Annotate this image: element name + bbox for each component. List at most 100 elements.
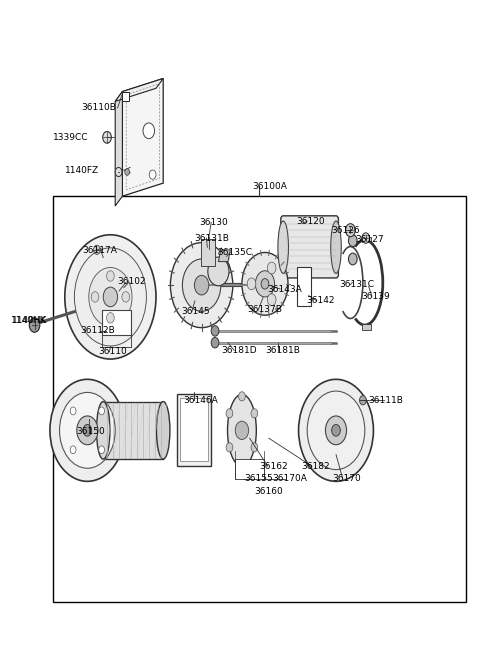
Text: 36131B: 36131B [194, 233, 229, 243]
Circle shape [99, 446, 105, 454]
Ellipse shape [228, 394, 256, 466]
Circle shape [103, 131, 111, 143]
Circle shape [74, 248, 146, 346]
Text: 36120: 36120 [297, 216, 325, 226]
Circle shape [362, 233, 370, 243]
Text: 36135C: 36135C [217, 248, 252, 257]
Circle shape [65, 235, 156, 359]
Circle shape [208, 257, 229, 286]
Circle shape [251, 443, 258, 452]
Circle shape [143, 123, 155, 139]
Circle shape [122, 292, 130, 302]
Circle shape [107, 271, 114, 281]
Text: 36111B: 36111B [369, 396, 404, 405]
Circle shape [307, 391, 365, 470]
Text: 36145: 36145 [181, 307, 210, 316]
Bar [177, 394, 211, 466]
Circle shape [267, 262, 276, 274]
Text: 1140HK: 1140HK [12, 316, 48, 325]
Text: 36162: 36162 [259, 462, 288, 471]
Ellipse shape [96, 402, 110, 459]
Text: 36117A: 36117A [83, 246, 118, 255]
Circle shape [83, 424, 92, 436]
Text: 36126: 36126 [331, 226, 360, 235]
Circle shape [239, 460, 245, 469]
Circle shape [29, 318, 40, 332]
Text: 36137B: 36137B [247, 305, 282, 315]
Circle shape [99, 407, 105, 415]
Text: 36110: 36110 [98, 347, 127, 356]
Circle shape [239, 392, 245, 401]
Bar [201, 239, 215, 266]
Circle shape [267, 294, 276, 305]
Ellipse shape [278, 221, 288, 273]
Text: 36181D: 36181D [221, 346, 256, 355]
Text: 36110B: 36110B [82, 103, 117, 112]
Bar [235, 459, 264, 479]
Text: 36102: 36102 [118, 277, 146, 286]
Circle shape [346, 224, 355, 237]
Bar [297, 267, 311, 306]
Circle shape [70, 407, 76, 415]
Circle shape [89, 267, 132, 326]
Circle shape [325, 416, 347, 445]
Circle shape [115, 167, 122, 177]
Text: 36131C: 36131C [339, 280, 374, 289]
Bar [103, 402, 163, 459]
Circle shape [194, 275, 209, 295]
Text: 36127: 36127 [355, 235, 384, 244]
Text: 1140HK: 1140HK [11, 316, 46, 325]
Circle shape [299, 379, 373, 481]
Text: 1140FZ: 1140FZ [65, 165, 99, 175]
Text: 36150: 36150 [76, 427, 105, 436]
Circle shape [226, 409, 233, 418]
Circle shape [255, 271, 275, 297]
Circle shape [103, 287, 118, 307]
Circle shape [226, 443, 233, 452]
Circle shape [211, 337, 219, 348]
Text: 36139: 36139 [361, 292, 390, 301]
Circle shape [242, 252, 288, 315]
Circle shape [60, 392, 115, 468]
Bar [102, 310, 131, 335]
Circle shape [77, 416, 98, 445]
Circle shape [94, 245, 100, 254]
Text: 36182: 36182 [301, 462, 330, 471]
Circle shape [235, 421, 249, 439]
Circle shape [125, 169, 130, 175]
Circle shape [348, 253, 357, 265]
Polygon shape [122, 92, 129, 101]
Circle shape [332, 424, 340, 436]
Circle shape [91, 292, 99, 302]
Text: 36181B: 36181B [265, 346, 300, 355]
Ellipse shape [156, 402, 170, 459]
Circle shape [251, 409, 258, 418]
Text: 1339CC: 1339CC [53, 133, 88, 142]
Text: 36112B: 36112B [81, 326, 115, 336]
Bar [362, 237, 371, 242]
FancyBboxPatch shape [281, 216, 338, 278]
Text: 36170A: 36170A [273, 474, 308, 483]
Circle shape [170, 243, 233, 328]
Polygon shape [122, 78, 163, 196]
Bar [53, 196, 466, 602]
Text: 36160: 36160 [254, 487, 283, 496]
Circle shape [261, 279, 269, 289]
Polygon shape [218, 250, 230, 262]
Text: 36100A: 36100A [252, 182, 287, 191]
Text: 36130: 36130 [199, 218, 228, 227]
Ellipse shape [331, 221, 341, 273]
Circle shape [247, 278, 256, 290]
Text: 36170: 36170 [332, 474, 361, 483]
Text: 36146A: 36146A [183, 396, 218, 405]
Circle shape [50, 379, 125, 481]
Circle shape [149, 170, 156, 179]
Circle shape [107, 313, 114, 323]
Polygon shape [115, 92, 122, 206]
Polygon shape [115, 78, 163, 101]
Text: 36143A: 36143A [267, 284, 302, 294]
Bar [362, 324, 371, 330]
Circle shape [70, 446, 76, 454]
Text: 36142: 36142 [306, 296, 335, 305]
Circle shape [182, 259, 221, 311]
